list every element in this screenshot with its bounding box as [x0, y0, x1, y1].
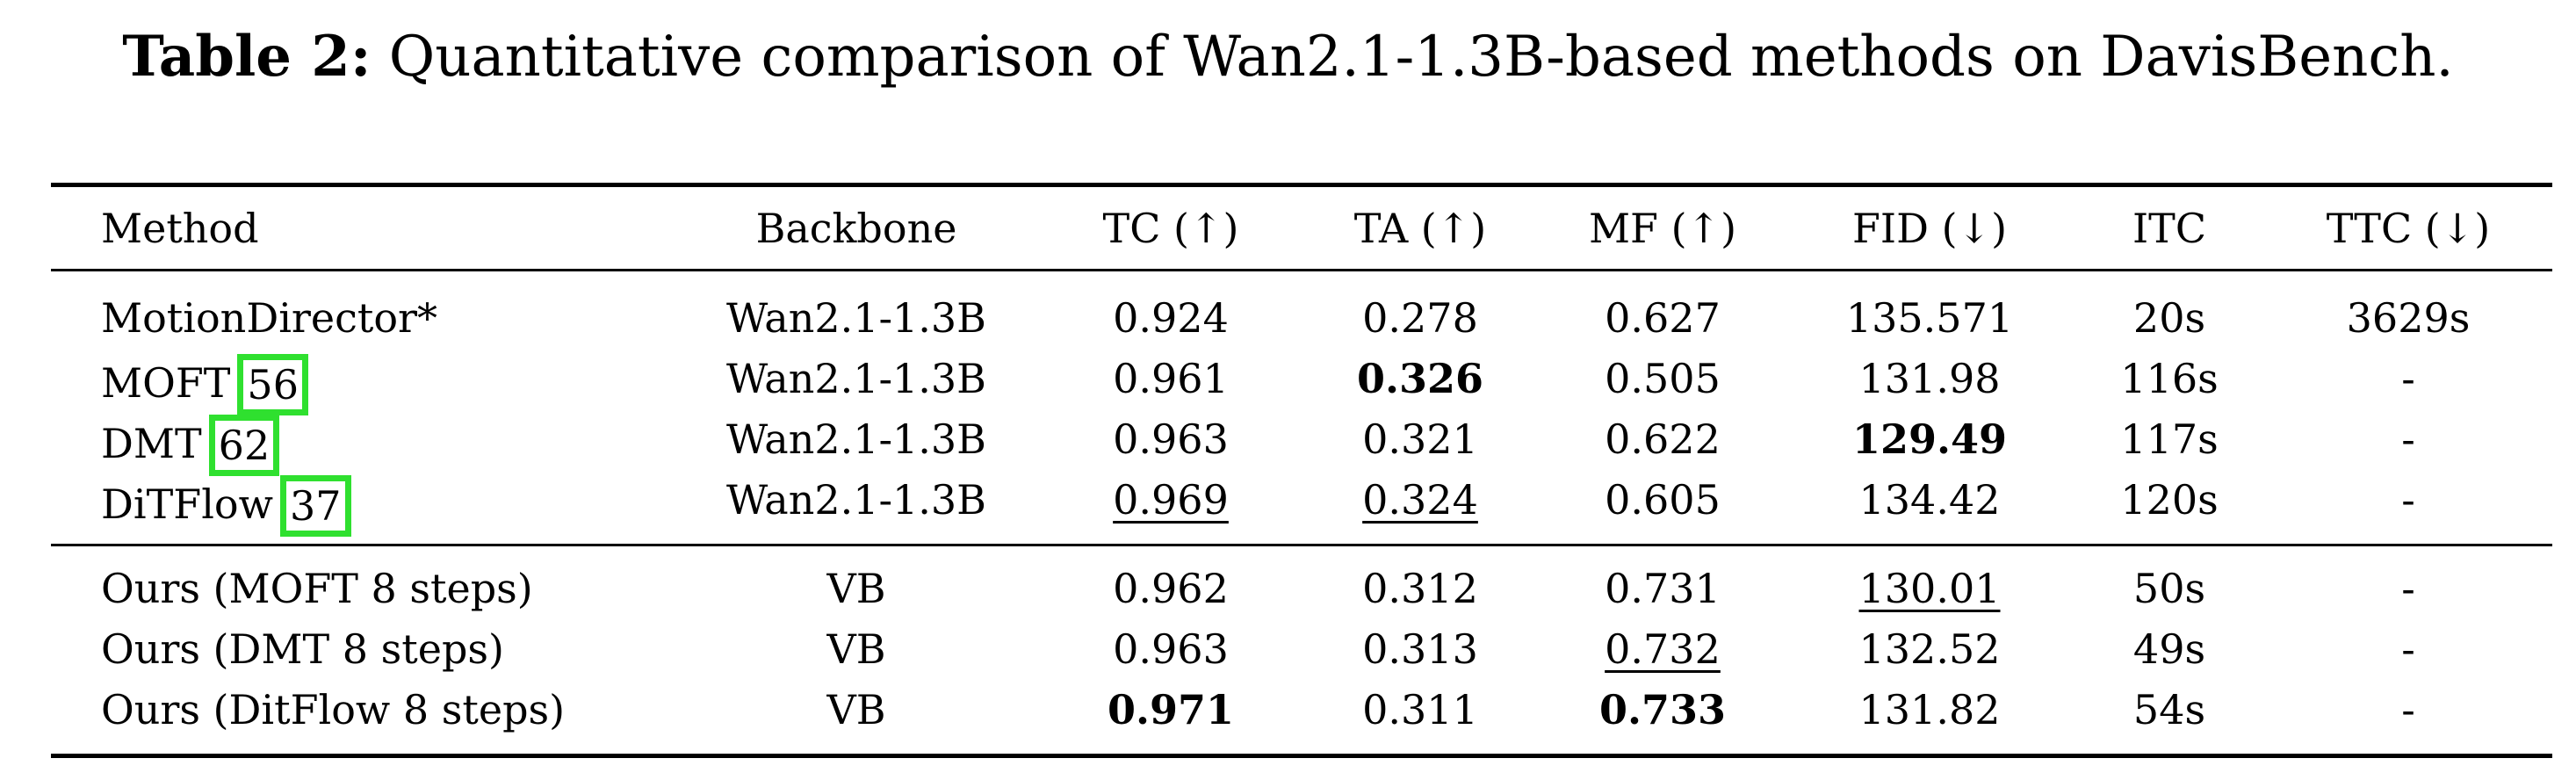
backbone-cell: Wan2.1-1.3B: [726, 294, 986, 342]
table-caption: Table 2: Quantitative comparison of Wan2…: [0, 18, 2576, 97]
tc-cell: 0.963: [1113, 625, 1229, 673]
fid-cell-second: 130.01: [1858, 565, 2001, 612]
header-ttc: TTC (↓): [2326, 205, 2491, 252]
citation-link[interactable]: 62: [208, 415, 280, 476]
backbone-cell: Wan2.1-1.3B: [726, 355, 986, 402]
ta-cell-best: 0.326: [1356, 355, 1484, 402]
itc-cell: 49s: [2132, 625, 2206, 673]
tc-cell: 0.963: [1113, 415, 1229, 463]
mf-cell: 0.622: [1605, 415, 1721, 463]
mf-cell-second: 0.732: [1605, 625, 1721, 673]
ta-cell: 0.278: [1362, 294, 1478, 342]
method-name: MOFT: [101, 359, 231, 407]
mf-cell: 0.505: [1605, 355, 1721, 402]
fid-cell: 132.52: [1858, 625, 2001, 673]
header-mf: MF (↑): [1588, 205, 1737, 252]
header-fid: FID (↓): [1851, 205, 2008, 252]
tc-cell: 0.924: [1113, 294, 1229, 342]
tc-cell: 0.962: [1113, 565, 1229, 612]
ttc-cell: -: [2401, 355, 2415, 402]
citation-link[interactable]: 56: [237, 354, 308, 415]
itc-cell: 20s: [2132, 294, 2206, 342]
ta-cell: 0.313: [1362, 625, 1478, 673]
itc-cell: 116s: [2120, 355, 2219, 402]
method-cell: Ours (DMT 8 steps): [101, 625, 504, 673]
fid-cell: 131.98: [1858, 355, 2001, 402]
group-separator-rule: [51, 544, 2552, 546]
ttc-cell: 3629s: [2346, 294, 2471, 342]
header-rule: [51, 269, 2552, 271]
itc-cell: 120s: [2120, 476, 2219, 524]
method-name: DMT: [101, 420, 202, 467]
backbone-cell: VB: [826, 565, 886, 612]
fid-cell: 131.82: [1858, 686, 2001, 733]
table-bottom-rule: [51, 754, 2552, 758]
method-name: DiTFlow: [101, 480, 273, 528]
ttc-cell: -: [2401, 415, 2415, 463]
ttc-cell: -: [2401, 476, 2415, 524]
backbone-cell: Wan2.1-1.3B: [726, 476, 986, 524]
fid-cell: 134.42: [1858, 476, 2001, 524]
itc-cell: 117s: [2120, 415, 2219, 463]
ta-cell-second: 0.324: [1362, 476, 1478, 524]
mf-cell: 0.731: [1605, 565, 1721, 612]
backbone-cell: VB: [826, 625, 886, 673]
fid-cell-best: 129.49: [1851, 415, 2008, 463]
ta-cell: 0.311: [1362, 686, 1478, 733]
method-cell: MOFT 56: [101, 352, 308, 415]
method-cell: Ours (DitFlow 8 steps): [101, 686, 566, 733]
fid-cell: 135.571: [1845, 294, 2014, 342]
ttc-cell: -: [2401, 625, 2415, 673]
header-itc: ITC: [2132, 205, 2207, 252]
ta-cell: 0.321: [1362, 415, 1478, 463]
header-method: Method: [101, 205, 259, 252]
method-cell: DiTFlow 37: [101, 473, 351, 537]
tc-cell-best: 0.971: [1107, 686, 1235, 733]
tc-cell-second: 0.969: [1113, 476, 1229, 524]
ttc-cell: -: [2401, 565, 2415, 612]
backbone-cell: Wan2.1-1.3B: [726, 415, 986, 463]
tc-cell: 0.961: [1113, 355, 1229, 402]
ta-cell: 0.312: [1362, 565, 1478, 612]
table-top-rule: [51, 183, 2552, 187]
backbone-cell: VB: [826, 686, 886, 733]
method-cell: MotionDirector*: [101, 292, 437, 344]
method-name: MotionDirector*: [101, 294, 438, 342]
itc-cell: 50s: [2132, 565, 2206, 612]
caption-text: Quantitative comparison of Wan2.1-1.3B-b…: [388, 25, 2454, 90]
itc-cell: 54s: [2132, 686, 2206, 733]
ttc-cell: -: [2401, 686, 2415, 733]
header-backbone: Backbone: [755, 205, 957, 252]
caption-label: Table 2:: [122, 24, 372, 90]
method-cell: Ours (MOFT 8 steps): [101, 565, 533, 612]
mf-cell-best: 0.733: [1598, 686, 1727, 733]
header-ta: TA (↑): [1353, 205, 1487, 252]
mf-cell: 0.627: [1605, 294, 1721, 342]
method-cell: DMT 62: [101, 413, 280, 476]
mf-cell: 0.605: [1605, 476, 1721, 524]
citation-link[interactable]: 37: [279, 475, 351, 537]
header-tc: TC (↑): [1102, 205, 1239, 252]
